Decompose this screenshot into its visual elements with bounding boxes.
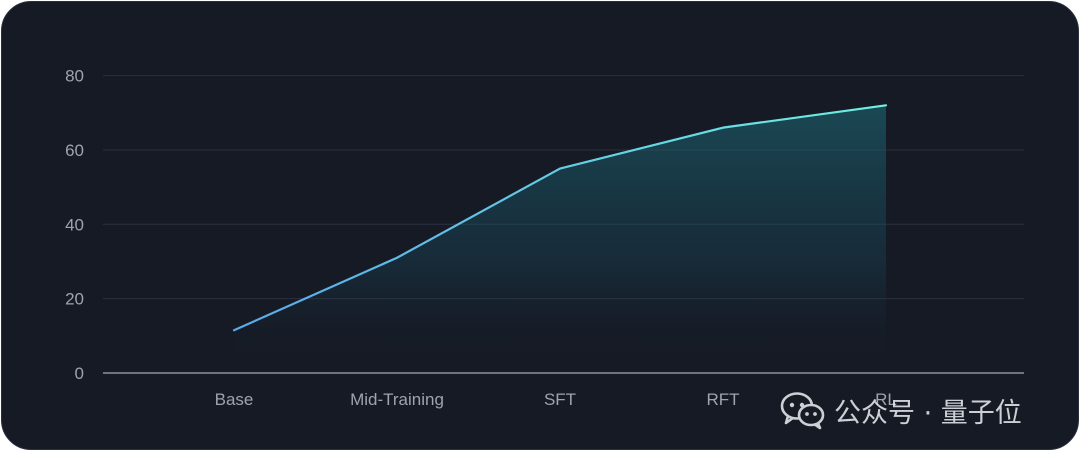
- watermark: 公众号 · 量子位: [780, 388, 1022, 432]
- y-tick-label: 40: [65, 215, 84, 234]
- x-tick-label: Mid-Training: [350, 390, 444, 409]
- area-fill-path: [234, 105, 886, 374]
- y-tick-label: 20: [65, 290, 84, 309]
- x-tick-label: Base: [215, 390, 254, 409]
- x-tick-label: SFT: [544, 390, 576, 409]
- y-tick-label: 60: [65, 141, 84, 160]
- series-line: [232, 104, 888, 332]
- area-fill: [234, 105, 886, 374]
- series-line-path: [232, 104, 888, 332]
- wechat-icon: [780, 390, 826, 430]
- x-axis-ticks: Base Mid-Training SFT RFT RL: [215, 390, 897, 409]
- x-tick-label: RL: [875, 390, 897, 409]
- watermark-text: 公众号 · 量子位: [834, 397, 1022, 429]
- y-tick-label: 0: [75, 364, 84, 383]
- y-axis-ticks: 0 20 40 60 80: [65, 67, 84, 383]
- x-tick-label: RFT: [706, 390, 739, 409]
- y-tick-label: 80: [65, 67, 84, 86]
